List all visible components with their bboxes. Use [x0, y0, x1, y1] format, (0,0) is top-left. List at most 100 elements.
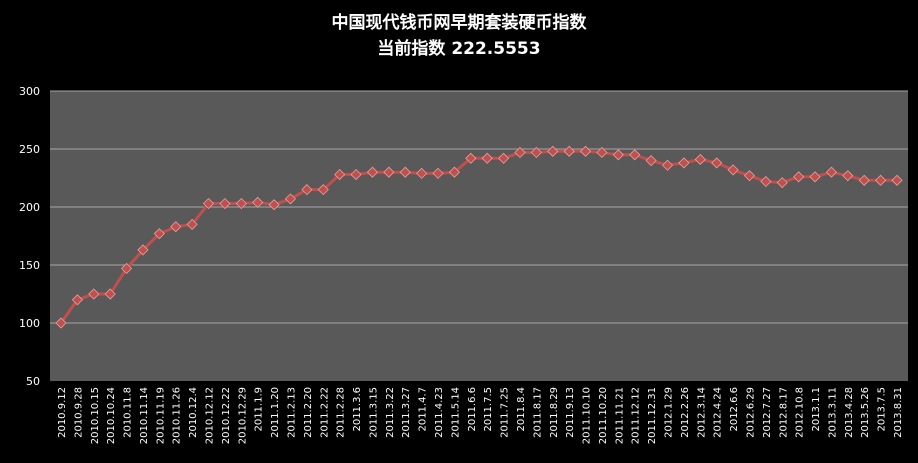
data-point-marker	[498, 152, 510, 164]
data-point-marker	[88, 288, 100, 300]
data-point-marker	[645, 155, 657, 167]
data-point-marker	[301, 184, 313, 196]
x-tick-label: 2012.2.26	[680, 387, 691, 438]
data-point-marker	[416, 167, 428, 179]
data-point-marker	[284, 193, 297, 205]
data-point-marker	[481, 152, 493, 164]
data-point-marker	[202, 197, 215, 210]
y-axis-tick-labels: 50 100 150 200 250 300	[19, 85, 40, 388]
data-point-marker	[563, 145, 575, 157]
data-point-marker	[776, 177, 788, 189]
x-tick-label: 2011.7.5	[483, 387, 494, 432]
data-point-marker	[547, 145, 559, 157]
x-tick-label: 2011.3.15	[368, 387, 379, 438]
x-tick-label: 2011.3.6	[352, 387, 363, 432]
x-tick-label: 2011.4.7	[418, 387, 429, 432]
data-point-marker	[579, 145, 592, 157]
x-tick-label: 2010.10.24	[106, 387, 117, 444]
x-tick-label: 2012.6.6	[729, 387, 740, 432]
x-tick-label: 2010.11.8	[123, 387, 134, 438]
y-tick-label: 250	[19, 143, 40, 156]
x-tick-label: 2012.3.14	[696, 387, 707, 438]
x-tick-label: 2012.10.8	[795, 387, 806, 438]
data-point-marker	[268, 199, 280, 211]
data-point-marker	[678, 157, 690, 169]
x-tick-label: 2011.8.29	[549, 387, 560, 438]
x-tick-label: 2011.8.4	[516, 387, 527, 432]
data-point-marker	[596, 146, 608, 159]
x-tick-label: 2012.4.24	[713, 387, 724, 438]
data-point-marker	[350, 168, 362, 181]
data-point-marker	[875, 174, 887, 186]
data-point-marker	[334, 168, 346, 181]
data-point-marker	[448, 166, 460, 178]
x-tick-label: 2012.1.29	[664, 387, 675, 438]
x-tick-label: 2013.4.28	[844, 387, 855, 438]
x-tick-label: 2011.10.10	[582, 387, 593, 444]
chart-title-block: 中国现代钱币网早期套装硬币指数 当前指数 222.5553	[0, 10, 918, 62]
x-tick-label: 2011.6.6	[467, 387, 478, 432]
data-point-marker	[743, 170, 756, 182]
x-tick-label: 2011.3.22	[385, 387, 396, 438]
x-tick-label: 2011.5.14	[450, 387, 461, 438]
x-tick-label: 2010.9.28	[73, 387, 84, 438]
data-point-marker	[711, 157, 723, 169]
x-tick-label: 2011.8.17	[532, 387, 543, 438]
x-tick-label: 2011.7.25	[500, 387, 511, 438]
y-tick-label: 100	[19, 317, 40, 330]
x-tick-label: 2012.7.27	[762, 387, 773, 438]
x-tick-label: 2010.12.22	[221, 387, 232, 444]
x-tick-label: 2010.12.29	[237, 387, 248, 444]
y-tick-label: 50	[26, 375, 40, 388]
data-point-marker	[727, 164, 739, 176]
data-point-marker	[219, 197, 231, 210]
x-tick-label: 2010.11.19	[155, 387, 166, 444]
data-point-marker	[55, 317, 67, 329]
x-tick-label: 2011.11.21	[614, 387, 625, 444]
data-point-marker	[186, 218, 198, 230]
data-point-marker	[809, 171, 821, 183]
grid-lines	[50, 90, 908, 324]
data-point-marker	[514, 146, 526, 159]
x-tick-label: 2013.5.26	[860, 387, 871, 438]
data-point-marker	[71, 294, 83, 306]
y-tick-label: 200	[19, 201, 40, 214]
y-tick-label: 300	[19, 85, 40, 98]
x-tick-label: 2012.6.29	[745, 387, 756, 438]
x-tick-label: 2011.1.9	[254, 387, 265, 432]
y-tick-label: 150	[19, 259, 40, 272]
data-point-marker	[694, 153, 706, 166]
series-line	[59, 149, 897, 324]
x-tick-label: 2013.3.11	[827, 387, 838, 438]
data-point-marker	[399, 166, 411, 178]
data-point-marker	[153, 228, 165, 240]
data-point-marker	[104, 288, 116, 300]
x-tick-label: 2011.9.13	[565, 387, 576, 438]
x-tick-label: 2010.12.4	[188, 387, 199, 438]
x-tick-label: 2011.2.22	[319, 387, 330, 438]
chart-subtitle: 当前指数 222.5553	[377, 39, 541, 59]
data-point-marker	[661, 159, 674, 171]
x-tick-label: 2010.9.12	[57, 387, 68, 438]
data-point-marker	[760, 175, 772, 188]
data-point-marker	[825, 166, 837, 178]
x-tick-label: 2012.8.17	[778, 387, 789, 438]
data-point-marker	[629, 149, 641, 161]
chart-title: 中国现代钱币网早期套装硬币指数	[331, 13, 587, 33]
data-point-marker	[432, 167, 444, 179]
series-markers	[55, 145, 903, 329]
x-tick-label: 2013.8.31	[893, 387, 904, 438]
x-tick-label: 2011.2.13	[286, 387, 297, 438]
x-tick-label: 2011.3.27	[401, 387, 412, 438]
data-point-marker	[170, 221, 182, 233]
data-point-marker	[891, 174, 903, 186]
data-point-marker	[530, 146, 542, 159]
data-point-marker	[317, 184, 329, 196]
x-axis-tick-labels: 2010.9.12 2010.9.28 2010.10.15 2010.10.24 20…	[57, 387, 904, 444]
x-tick-label: 2013.1.1	[811, 387, 822, 432]
x-tick-label: 2010.12.12	[205, 387, 216, 444]
x-tick-label: 2011.4.23	[434, 387, 445, 438]
x-tick-label: 2010.11.26	[172, 387, 183, 444]
plot-area	[50, 91, 908, 381]
